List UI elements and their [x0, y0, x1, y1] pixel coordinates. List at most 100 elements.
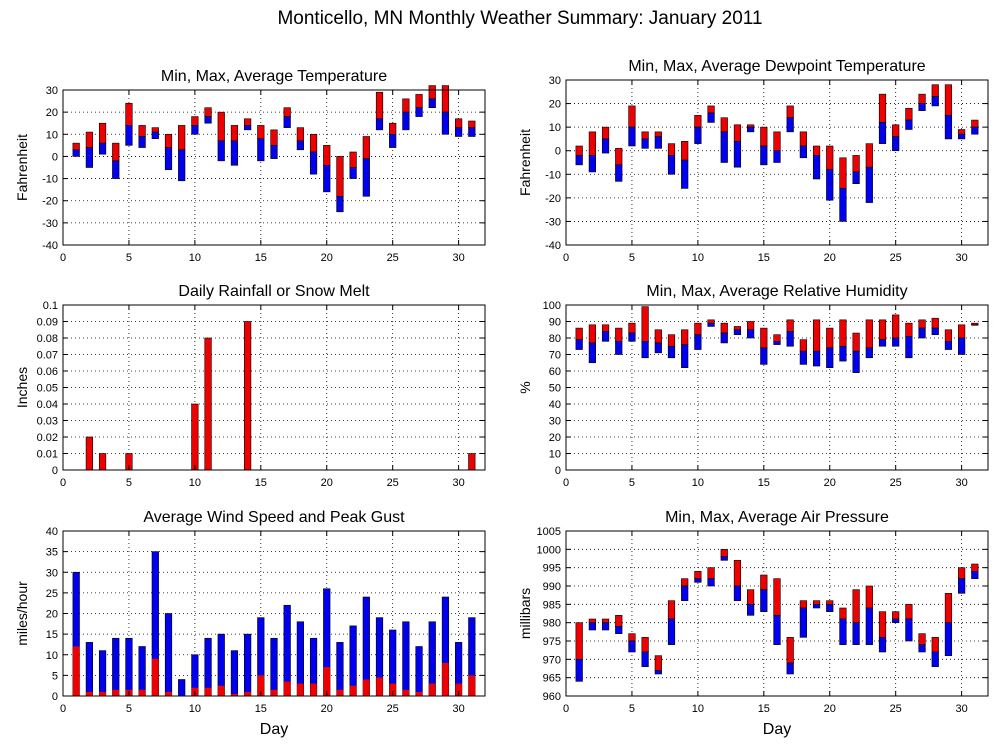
x-tick-label: 0: [563, 252, 569, 264]
bar-min-day-4: [615, 340, 623, 355]
bar-max-day-16: [773, 334, 781, 342]
y-tick-label: 20: [46, 107, 58, 119]
y-tick-label: 10: [549, 449, 561, 461]
y-tick-label: 965: [543, 673, 561, 685]
y-tick-label: 40: [549, 399, 561, 411]
bars: [72, 85, 476, 213]
x-tick-label: 15: [758, 252, 770, 264]
bar-rain-day-10: [191, 403, 199, 471]
y-tick-label: 70: [549, 350, 561, 362]
bar-min-day-14: [747, 329, 755, 339]
bar-min-day-3: [601, 138, 610, 154]
bars: [85, 321, 476, 471]
bar-max-day-16: [773, 578, 781, 616]
y-tick-label: 10: [549, 122, 561, 134]
x-tick-label: 10: [189, 703, 201, 715]
bar-min-day-30: [455, 127, 463, 137]
bar-max-day-15: [760, 126, 768, 147]
bar-max-day-8: [667, 143, 676, 156]
bar-max-day-19: [812, 145, 821, 156]
bar-max-day-20: [826, 327, 834, 349]
bar-avg-wind-day-23: [363, 679, 370, 696]
bar-min-day-9: [178, 149, 186, 182]
y-tick-label: 985: [543, 599, 561, 611]
bar-min-day-5: [628, 640, 636, 653]
bar-gust-day-16: [270, 637, 278, 697]
bar-min-day-18: [799, 607, 807, 638]
bar-min-day-3: [98, 142, 107, 155]
plot-frame: [62, 89, 486, 246]
bar-max-day-5: [628, 322, 636, 334]
ticks: -40 -30 -20 -10 0 10 20 30 0 5 10 15 20 25 30: [42, 85, 485, 264]
bar-avg-wind-day-17: [283, 681, 291, 696]
bar-max-day-26: [905, 604, 913, 620]
bar-max-day-12: [720, 549, 728, 557]
bar-max-day-13: [230, 125, 239, 142]
bar-max-day-4: [112, 142, 120, 162]
bar-min-day-11: [707, 322, 715, 327]
y-tick-label: 0.06: [37, 366, 58, 378]
panels: Min, Max, Average TemperatureFahrenheit-…: [14, 58, 989, 738]
bar-max-day-21: [839, 607, 847, 620]
bar-min-day-24: [878, 122, 887, 144]
x-tick-label: 10: [692, 477, 704, 489]
ticks: 0 0.01 0.02 0.03 0.04 0.05 0.06 0.07 0.08 0.09 0.1…: [37, 300, 485, 489]
chart-rain: Daily Rainfall or Snow Melt Inches 0 0.01 0.…: [14, 283, 486, 489]
y-tick-label: 975: [543, 636, 561, 648]
bar-max-day-23: [865, 143, 873, 168]
bar-max-day-11: [204, 107, 212, 117]
bar-min-day-27: [918, 103, 926, 111]
bar-min-day-24: [878, 339, 887, 347]
bar-max-day-7: [654, 655, 662, 671]
bar-min-day-12: [720, 332, 728, 344]
bar-min-day-23: [865, 607, 873, 645]
bar-max-day-9: [681, 140, 689, 161]
bar-max-day-6: [641, 637, 649, 653]
bar-min-day-7: [654, 670, 662, 675]
bars: [72, 551, 476, 697]
x-tick-label: 30: [453, 252, 465, 264]
x-tick-label: 0: [60, 703, 66, 715]
bar-avg-wind-day-8: [165, 691, 172, 696]
bar-min-day-18: [799, 145, 807, 159]
y-tick-label: 0: [555, 465, 561, 477]
x-tick-label: 20: [824, 252, 836, 264]
bar-min-day-29: [441, 111, 450, 135]
bar-max-day-19: [812, 600, 821, 605]
y-tick-label: 0.02: [37, 432, 58, 444]
x-tick-label: 30: [453, 477, 465, 489]
bar-min-day-24: [878, 637, 887, 653]
x-tick-label: 5: [126, 252, 132, 264]
x-tick-label: 0: [563, 477, 569, 489]
bars: [575, 306, 979, 373]
x-tick-label: 30: [453, 703, 465, 715]
y-axis-label: millibars: [517, 588, 533, 639]
bar-max-day-22: [349, 151, 357, 168]
bar-min-day-29: [944, 340, 953, 350]
bar-min-day-10: [694, 578, 702, 583]
x-tick-label: 30: [956, 252, 968, 264]
y-tick-label: 5: [52, 670, 58, 682]
bar-min-day-31: [971, 126, 979, 135]
bar-min-day-3: [601, 331, 610, 342]
bar-max-day-6: [641, 131, 649, 140]
bar-max-day-22: [852, 589, 860, 623]
bar-avg-wind-day-25: [389, 683, 396, 696]
bar-max-day-14: [747, 124, 755, 128]
bar-max-day-13: [733, 560, 742, 587]
x-tick-label: 15: [758, 703, 770, 715]
bar-min-day-3: [601, 622, 610, 631]
x-tick-label: 25: [890, 252, 902, 264]
y-tick-label: 15: [46, 629, 58, 641]
x-tick-label: 5: [629, 252, 635, 264]
bar-max-day-8: [667, 334, 676, 347]
bar-max-day-30: [958, 567, 966, 579]
bar-max-day-20: [826, 600, 834, 605]
bar-min-day-2: [588, 342, 596, 364]
bar-max-day-31: [971, 119, 979, 128]
bar-min-day-31: [971, 324, 979, 326]
y-tick-label: 960: [543, 691, 561, 703]
bar-max-day-7: [151, 127, 159, 133]
bar-min-day-15: [760, 347, 768, 365]
y-tick-label: -10: [545, 169, 561, 181]
